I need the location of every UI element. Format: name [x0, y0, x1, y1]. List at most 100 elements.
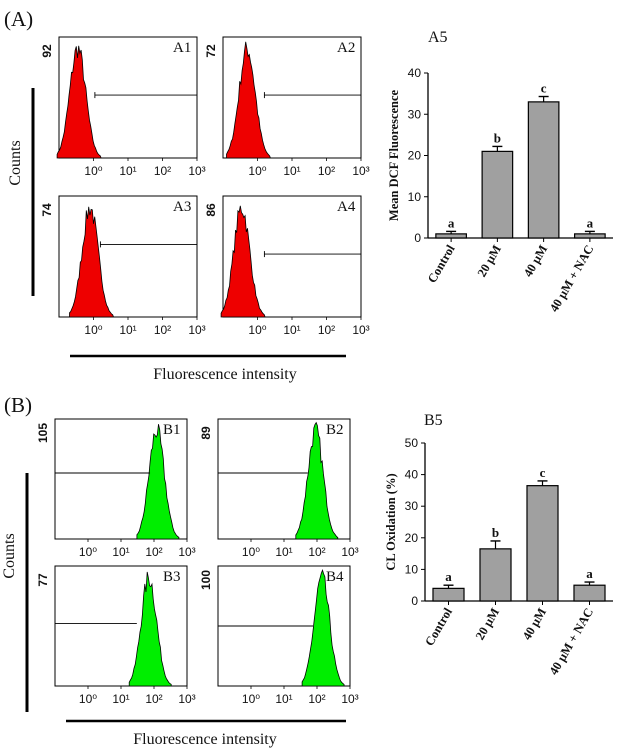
- x-tick-label: 10²: [318, 164, 335, 178]
- bar: [573, 584, 606, 602]
- significance-label: c: [540, 465, 546, 480]
- y-tick-label: 0: [411, 594, 418, 608]
- x-tick-label: 10⁰: [79, 692, 97, 706]
- y-tick-label: 30: [405, 499, 419, 513]
- x-tick-label: 10⁰: [84, 164, 102, 178]
- histogram-distribution: [226, 41, 271, 159]
- category-label: 40 μM: [521, 242, 550, 279]
- x-tick-label: 10²: [154, 164, 171, 178]
- count-label: 100: [199, 570, 213, 590]
- category-label: Control: [425, 242, 458, 285]
- count-label: 89: [199, 426, 213, 440]
- histogram-panel-b3: B3 77 10⁰ 10¹ 10² 10³: [36, 565, 196, 706]
- significance-label: a: [586, 566, 593, 581]
- histogram-distribution: [128, 571, 172, 687]
- x-tick-label: 10³: [188, 323, 205, 337]
- y-axis-label: CL Oxidation (%): [384, 473, 398, 570]
- x-tick-label: 10¹: [119, 164, 136, 178]
- histogram-distribution: [220, 205, 266, 318]
- section-a-label: (A): [4, 7, 33, 31]
- x-tick-label: 10⁰: [84, 323, 102, 337]
- y-tick-label: 30: [408, 107, 422, 121]
- x-tick-label: 10³: [341, 692, 358, 706]
- x-tick-label: 10⁰: [242, 692, 260, 706]
- histogram-frame: [54, 565, 188, 687]
- x-tick-label: 10³: [352, 164, 369, 178]
- x-tick-label: 10⁰: [248, 164, 266, 178]
- bar-chart-a5: A5 0 10 20 30 40 Mean DCF Fluorescence a Control…: [387, 29, 613, 314]
- panel-label: B3: [163, 569, 181, 585]
- category-label: 40 μM + NAC: [547, 243, 597, 315]
- x-tick-label: 10¹: [283, 323, 300, 337]
- panel-label: A1: [173, 40, 191, 56]
- x-tick-label: 10⁰: [242, 545, 260, 559]
- histogram-distribution: [69, 206, 115, 318]
- bar: [432, 587, 465, 602]
- section-b-label: (B): [4, 393, 32, 417]
- y-tick-label: 40: [408, 66, 422, 80]
- chart-title: A5: [428, 29, 448, 46]
- y-tick-label: 40: [405, 468, 419, 482]
- x-tick-label: 10²: [308, 692, 325, 706]
- y-tick-label: 0: [414, 231, 421, 245]
- x-tick-label: 10¹: [112, 545, 129, 559]
- bar: [479, 548, 512, 602]
- significance-label: a: [587, 215, 594, 230]
- x-tick-label: 10¹: [119, 323, 136, 337]
- category-label: 40 μM + NAC: [546, 606, 596, 678]
- panels: A1 92 10⁰ 10¹ 10² 10³ A2 72 10⁰ 10¹ 10² 10³ A3 74 10⁰ 1…: [36, 29, 613, 706]
- bar: [527, 101, 560, 239]
- histogram-panel-a4: A4 86 10⁰ 10¹ 10² 10³: [204, 195, 370, 337]
- category-label: Control: [422, 605, 455, 648]
- x-tick-label: 10⁰: [79, 545, 97, 559]
- category-label: 40 μM: [520, 605, 549, 642]
- count-label: 105: [36, 423, 50, 443]
- x-tick-label: 10²: [145, 545, 162, 559]
- histogram-panel-a2: A2 72 10⁰ 10¹ 10² 10³: [204, 36, 370, 178]
- bar: [481, 150, 514, 239]
- count-label: 86: [204, 203, 218, 217]
- x-tick-label: 10¹: [275, 545, 292, 559]
- bar: [574, 233, 606, 239]
- category-label: 20 μM: [473, 605, 502, 642]
- count-label: 92: [40, 44, 54, 58]
- x-tick-label: 10²: [308, 545, 325, 559]
- histogram-panel-a3: A3 74 10⁰ 10¹ 10² 10³: [40, 195, 206, 337]
- panel-label: A4: [337, 199, 356, 215]
- histogram-distribution: [56, 45, 102, 159]
- y-tick-label: 10: [408, 190, 422, 204]
- section-b-xlabel: Fluorescence intensity: [133, 731, 277, 748]
- significance-label: b: [494, 130, 501, 145]
- bar-chart-b5: B5 0 10 20 30 40 50 CL Oxidation (%) a Control b 20…: [384, 412, 613, 677]
- bar: [435, 233, 467, 239]
- y-tick-label: 10: [405, 562, 419, 576]
- count-label: 72: [204, 44, 218, 58]
- panel-label: B2: [326, 422, 344, 438]
- histogram-panel-a1: A1 92 10⁰ 10¹ 10² 10³: [40, 36, 206, 178]
- section-b-counts-label: Counts: [1, 533, 18, 578]
- histogram-distribution: [301, 568, 345, 687]
- y-tick-label: 20: [405, 531, 419, 545]
- x-tick-label: 10⁰: [248, 323, 266, 337]
- x-tick-label: 10³: [178, 545, 195, 559]
- category-label: 20 μM: [475, 242, 504, 279]
- significance-label: a: [448, 215, 455, 230]
- significance-label: a: [445, 569, 452, 584]
- count-label: 74: [40, 203, 54, 217]
- count-label: 77: [36, 573, 50, 587]
- histogram-distribution: [136, 424, 180, 540]
- chart-title: B5: [424, 412, 443, 429]
- panel-label: B4: [326, 569, 344, 585]
- panel-label: A2: [337, 40, 355, 56]
- x-tick-label: 10¹: [275, 692, 292, 706]
- histogram-panel-b4: B4 100 10⁰ 10¹ 10² 10³: [199, 565, 359, 706]
- x-tick-label: 10²: [318, 323, 335, 337]
- x-tick-label: 10³: [341, 545, 358, 559]
- bar: [526, 485, 559, 602]
- y-tick-label: 50: [405, 436, 419, 450]
- x-tick-label: 10²: [154, 323, 171, 337]
- panel-label: A3: [173, 199, 191, 215]
- x-tick-label: 10³: [352, 323, 369, 337]
- section-a-counts-label: Counts: [7, 140, 24, 185]
